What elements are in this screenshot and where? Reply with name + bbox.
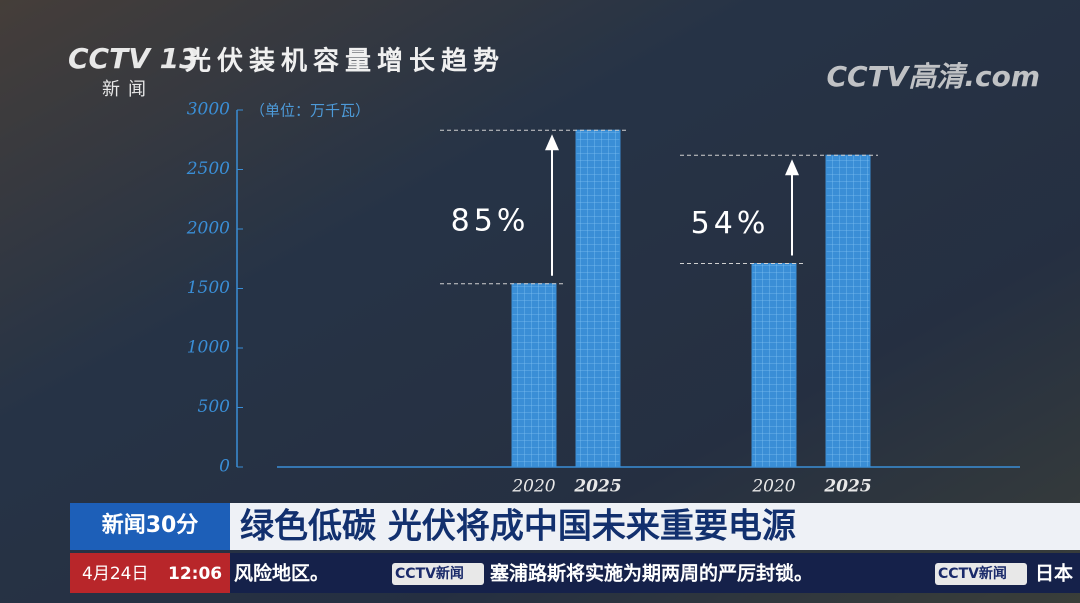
y-tick-label: 1500 [187,278,230,298]
unit-label: （单位：万千瓦） [250,102,370,120]
x-tick-label: 2020 [751,477,795,497]
x-tick-label: 2025 [823,477,871,497]
ticker-logo-box [392,563,484,585]
bar [751,263,797,468]
program-box [70,503,230,550]
date: 4月24日 [82,564,148,584]
arrow-head [785,159,799,176]
date-box [70,553,230,593]
ticker-bar [70,553,1080,593]
y-tick-label: 500 [198,397,231,417]
bar [575,129,621,468]
ticker: 风险地区。 CCTV新闻 塞浦路斯将实施为期两周的严厉封锁。 CCTV新闻 日本 [234,562,1073,585]
ticker-text: 日本 [1035,562,1073,585]
hd-logo: CCTV高清.com [826,60,1040,93]
y-tick-label: 0 [219,457,230,477]
ticker-text: 风险地区。 [234,562,329,585]
bar [511,283,557,468]
ticker-logo: CCTV新闻 [938,565,1007,582]
time: 12:06 [168,564,222,584]
bar [825,154,871,468]
y-tick-label: 2500 [186,159,230,179]
chart-title: 光伏装机容量增长趋势 [184,46,505,77]
annotation: 54% [691,206,770,241]
y-tick-label: 1000 [187,338,230,358]
program: 新闻30分 [102,512,199,538]
plot: 0 500 1000 1500 2000 2500 3000 2020 2025 2020 2025… [186,100,878,497]
channel-logo: CCTV 13 [68,42,199,75]
x-tick-label: 2020 [511,477,555,497]
ticker-text: 塞浦路斯将实施为期两周的严厉封锁。 [490,562,813,585]
headline-bar [70,503,1080,550]
y-tick-label: 2000 [186,219,230,239]
y-tick-label: 3000 [187,100,230,120]
x-tick-label: 2025 [573,477,621,497]
annotation: 85% [451,203,530,238]
arrow-head [545,134,559,151]
ticker-logo: CCTV新闻 [395,565,464,582]
channel-sub: 新闻 [102,79,154,100]
ticker-logo-box [935,563,1027,585]
headline: 绿色低碳 光伏将成中国未来重要电源 [240,507,796,547]
